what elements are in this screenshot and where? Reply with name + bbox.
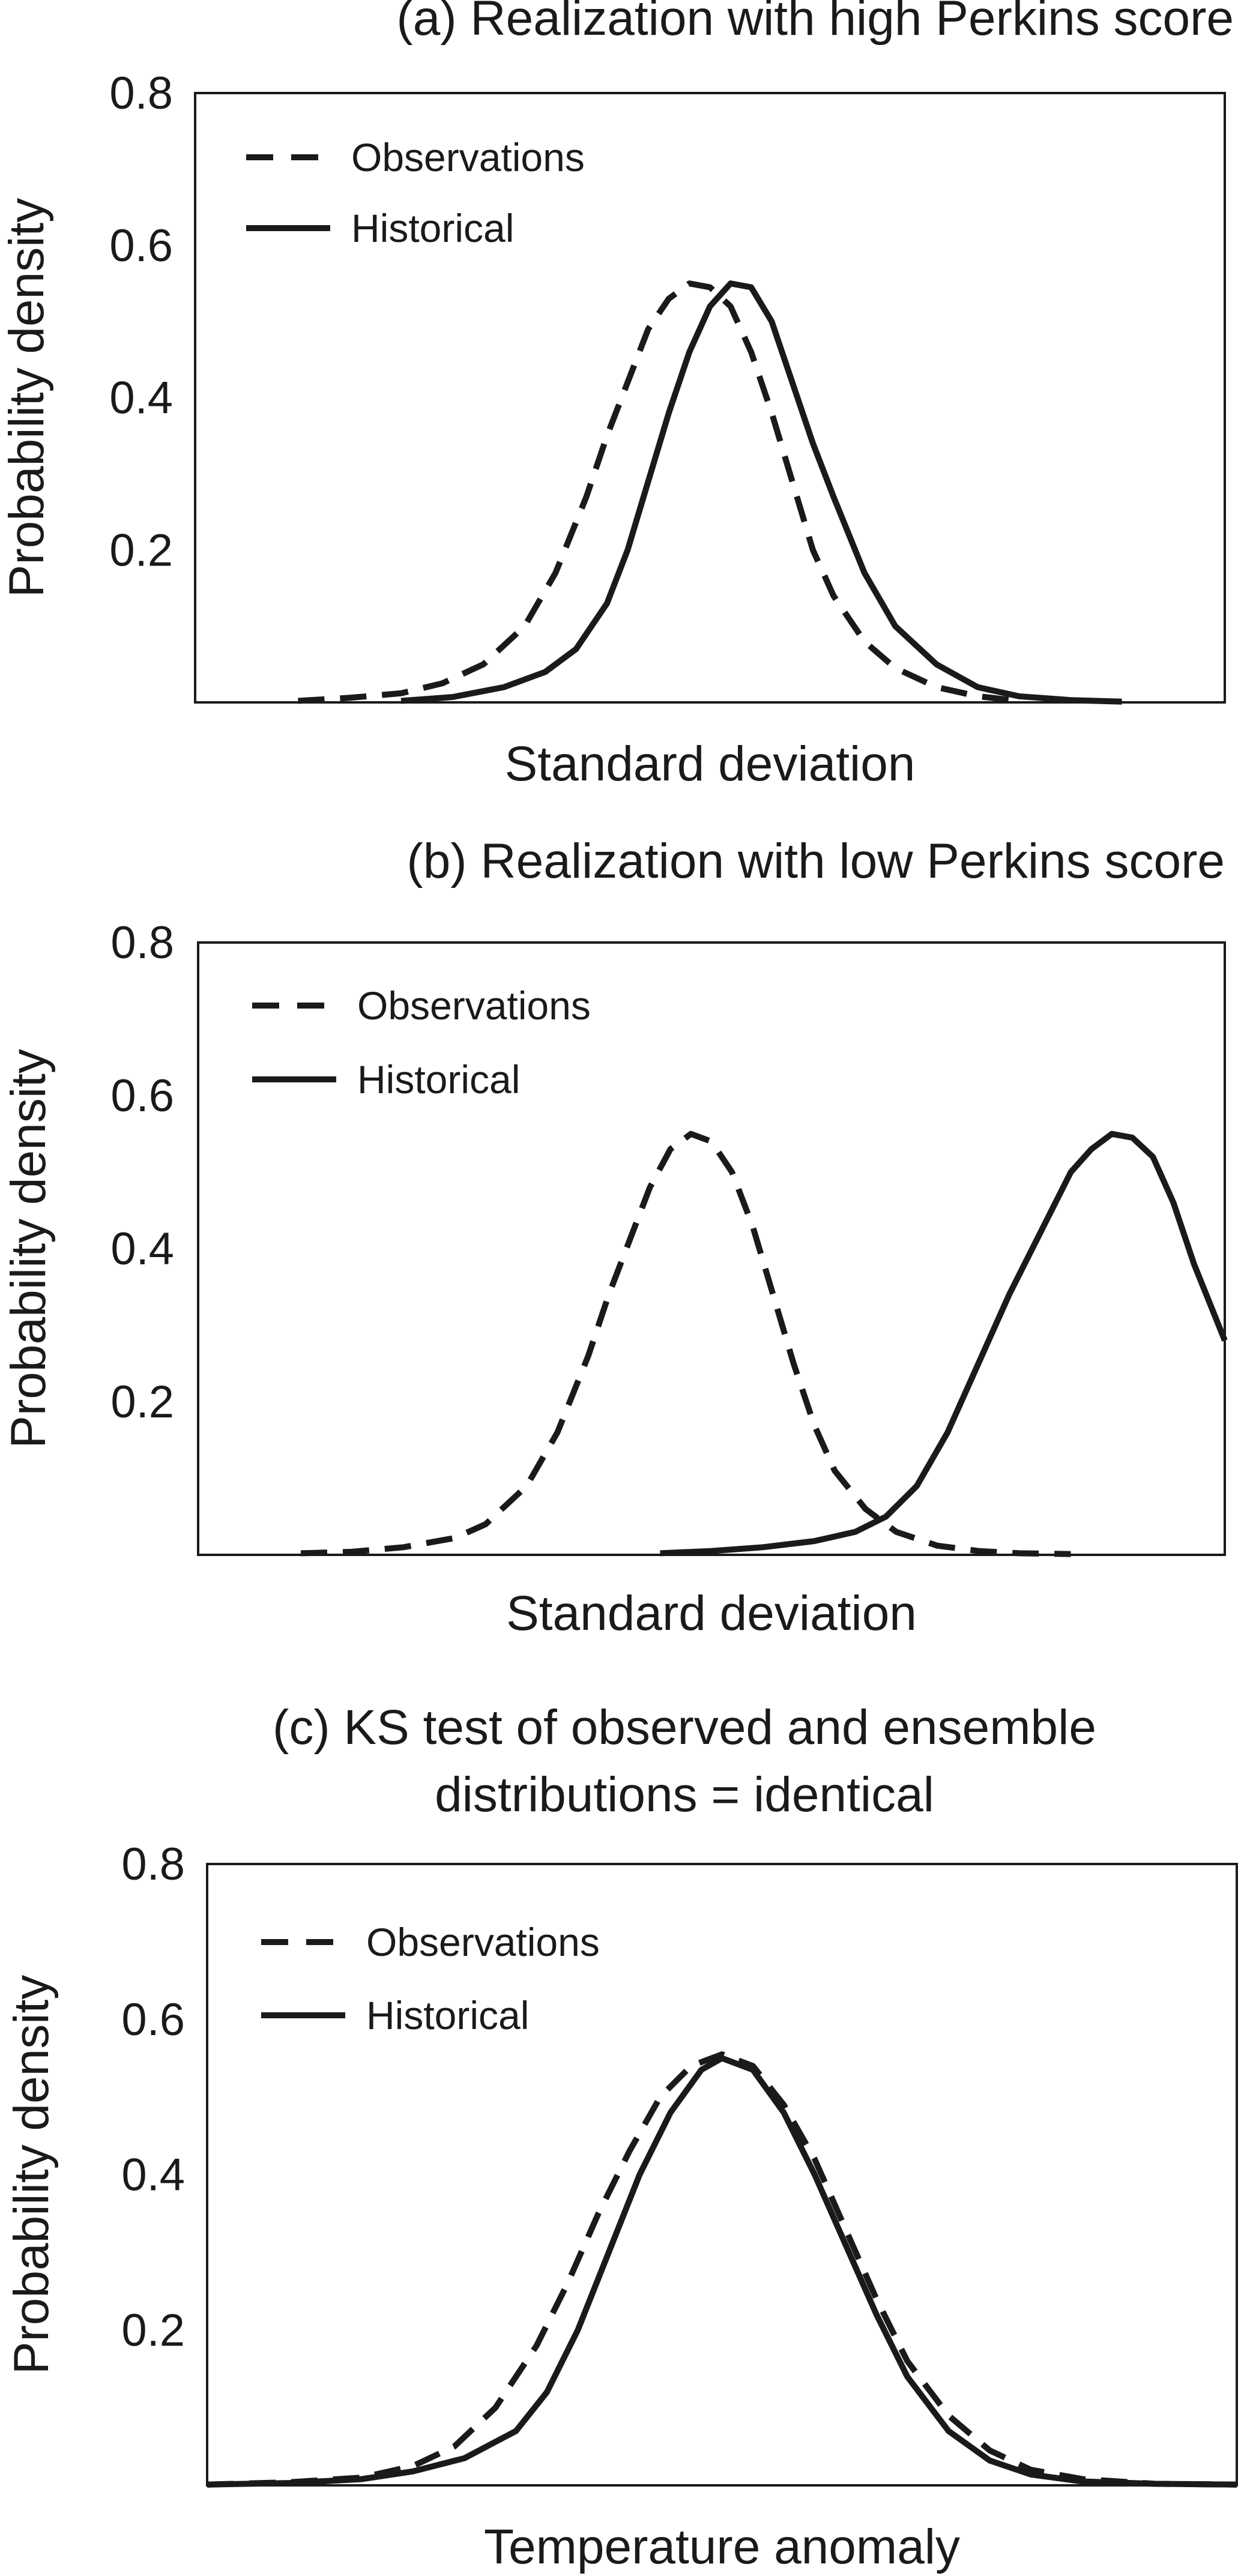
x-axis-label: Standard deviation: [506, 1586, 917, 1641]
y-tick-label: 0.2: [110, 1377, 174, 1428]
y-tick-label: 0.4: [121, 2150, 185, 2201]
chart-title-line-1: (c) KS test of observed and ensemble: [273, 1700, 1096, 1755]
chart-title-line-2: distributions = identical: [435, 1767, 934, 1822]
plot-frame: [206, 1863, 1238, 2487]
panel-a: (a) Realization with high Perkins score 0…: [0, 0, 1234, 791]
legend: Observations Historical: [261, 1920, 600, 2038]
y-tick-label: 0.6: [109, 220, 173, 271]
y-tick-label: 0.8: [109, 68, 173, 119]
panel-c: (c) KS test of observed and ensemble dist…: [4, 1700, 1238, 2574]
y-tick-label: 0.4: [109, 373, 173, 424]
legend-label-observations: Observations: [366, 1920, 600, 1964]
legend-label-historical: Historical: [357, 1057, 520, 1102]
series-line-historical: [660, 1130, 1228, 1557]
legend-label-historical: Historical: [366, 1993, 529, 2038]
y-tick-label: 0.8: [121, 1839, 185, 1890]
y-tick-label: 0.6: [110, 1070, 174, 1121]
y-tick-label: 0.6: [121, 1994, 185, 2045]
panel-b: (b) Realization with low Perkins score 0.…: [1, 834, 1228, 1641]
y-tick-label: 0.2: [121, 2305, 185, 2356]
legend: Observations Historical: [252, 983, 591, 1102]
series-line-historical: [400, 280, 1122, 705]
series-line-historical: [207, 2055, 1237, 2488]
series-line-observations: [207, 2051, 1237, 2488]
plot-frame: [197, 941, 1226, 1556]
x-axis-label: Standard deviation: [505, 737, 916, 791]
legend-label-observations: Observations: [351, 135, 585, 179]
y-tick-label: 0.8: [110, 917, 174, 968]
x-axis-label: Temperature anomaly: [484, 2520, 960, 2574]
y-axis-label: Probability density: [4, 1975, 59, 2374]
y-axis-label: Probability density: [0, 198, 54, 597]
y-tick-label: 0.2: [109, 525, 173, 576]
y-tick-label: 0.4: [110, 1223, 174, 1274]
series-line-observations: [298, 280, 1019, 704]
legend-label-historical: Historical: [351, 206, 514, 250]
legend-label-observations: Observations: [357, 983, 591, 1028]
series-line-observations: [300, 1130, 1071, 1557]
chart-title: (b) Realization with low Perkins score: [406, 834, 1225, 888]
chart-title: (a) Realization with high Perkins score: [396, 0, 1234, 46]
plot-frame: [194, 92, 1226, 704]
y-axis-label: Probability density: [1, 1049, 56, 1448]
legend: Observations Historical: [246, 135, 585, 250]
